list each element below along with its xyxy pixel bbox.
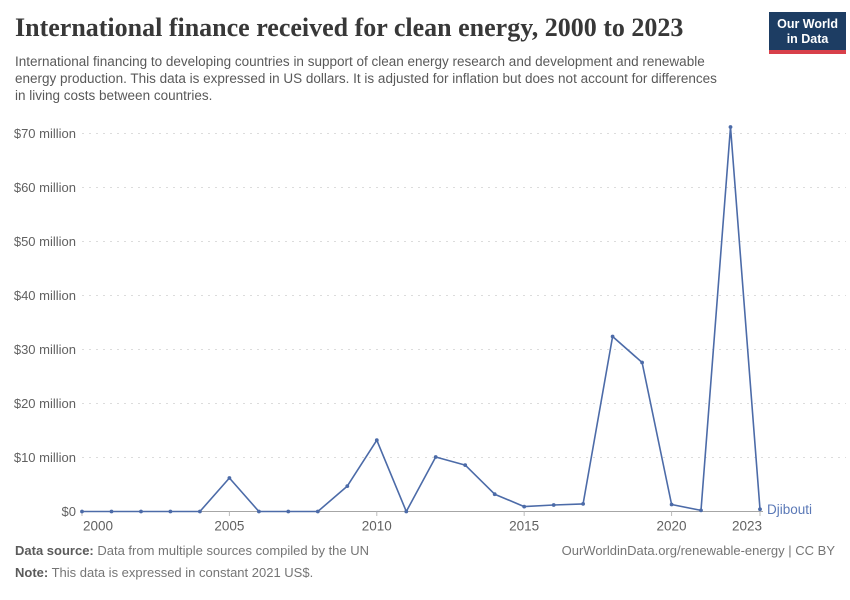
data-point-marker[interactable] [109, 509, 114, 514]
data-point-marker[interactable] [669, 502, 674, 507]
page-title: International finance received for clean… [15, 13, 684, 42]
x-axis-tick-label: 2015 [509, 519, 539, 534]
data-point-marker[interactable] [257, 509, 261, 514]
data-point-marker[interactable] [80, 509, 84, 514]
y-axis-tick-label: $20 million [14, 396, 76, 411]
data-source-text: Data from multiple sources compiled by t… [93, 543, 370, 558]
y-axis-tick-label: $60 million [14, 180, 76, 195]
data-point-marker[interactable] [374, 438, 379, 443]
line-chart[interactable]: $0 $10 million $20 million $30 million $40 m… [0, 110, 850, 540]
data-point-marker[interactable] [227, 476, 232, 480]
data-point-marker[interactable] [433, 455, 438, 459]
data-point-marker[interactable] [581, 502, 585, 506]
chart-subtitle: International financing to developing co… [15, 54, 717, 103]
data-point-marker[interactable] [522, 504, 527, 509]
x-axis-tick-label: 2020 [657, 519, 687, 534]
data-point-marker[interactable] [758, 507, 762, 512]
x-axis-tick-label: 2000 [83, 519, 113, 534]
x-axis-tick-label: 2010 [362, 519, 392, 534]
series-end-label[interactable]: Djibouti [767, 502, 812, 517]
data-point-marker[interactable] [198, 509, 202, 514]
data-point-marker[interactable] [345, 484, 350, 488]
data-point-marker[interactable] [610, 334, 615, 339]
credit-link[interactable]: OurWorldinData.org/renewable-energy | CC… [561, 543, 835, 558]
data-point-marker[interactable] [492, 492, 497, 497]
data-source-line: Data source: Data from multiple sources … [15, 540, 835, 562]
y-axis-tick-label: $50 million [14, 234, 76, 249]
data-point-marker[interactable] [551, 503, 556, 507]
data-point-marker[interactable] [728, 125, 733, 129]
data-source-label: Data source: [15, 543, 94, 558]
y-axis-tick-label: $10 million [14, 450, 76, 465]
line-series[interactable] [81, 126, 761, 513]
data-point-marker[interactable] [168, 509, 173, 514]
owid-logo-line1: Our World [777, 17, 838, 31]
y-axis-tick-label: $0 [62, 504, 76, 519]
x-axis-tick-label: 2005 [214, 519, 244, 534]
data-point-marker[interactable] [315, 509, 320, 514]
note-line: Note: This data is expressed in constant… [15, 562, 835, 584]
data-point-marker[interactable] [404, 509, 409, 514]
data-point-marker[interactable] [699, 508, 703, 513]
owid-logo[interactable]: Our World in Data [769, 12, 846, 54]
y-axis-tick-label: $40 million [14, 288, 76, 303]
data-point-marker[interactable] [139, 509, 143, 514]
note-label: Note: [15, 565, 49, 580]
note-text: This data is expressed in constant 2021 … [48, 565, 314, 580]
x-axis-tick-label: 2023 [732, 519, 762, 534]
data-point-marker[interactable] [640, 360, 644, 365]
owid-logo-line2: in Data [786, 32, 829, 46]
data-point-marker[interactable] [286, 509, 291, 514]
chart-footer: Data source: Data from multiple sources … [15, 540, 835, 584]
y-axis-tick-label: $30 million [14, 342, 76, 357]
y-axis-tick-label: $70 million [14, 126, 76, 141]
data-point-marker[interactable] [463, 463, 468, 467]
